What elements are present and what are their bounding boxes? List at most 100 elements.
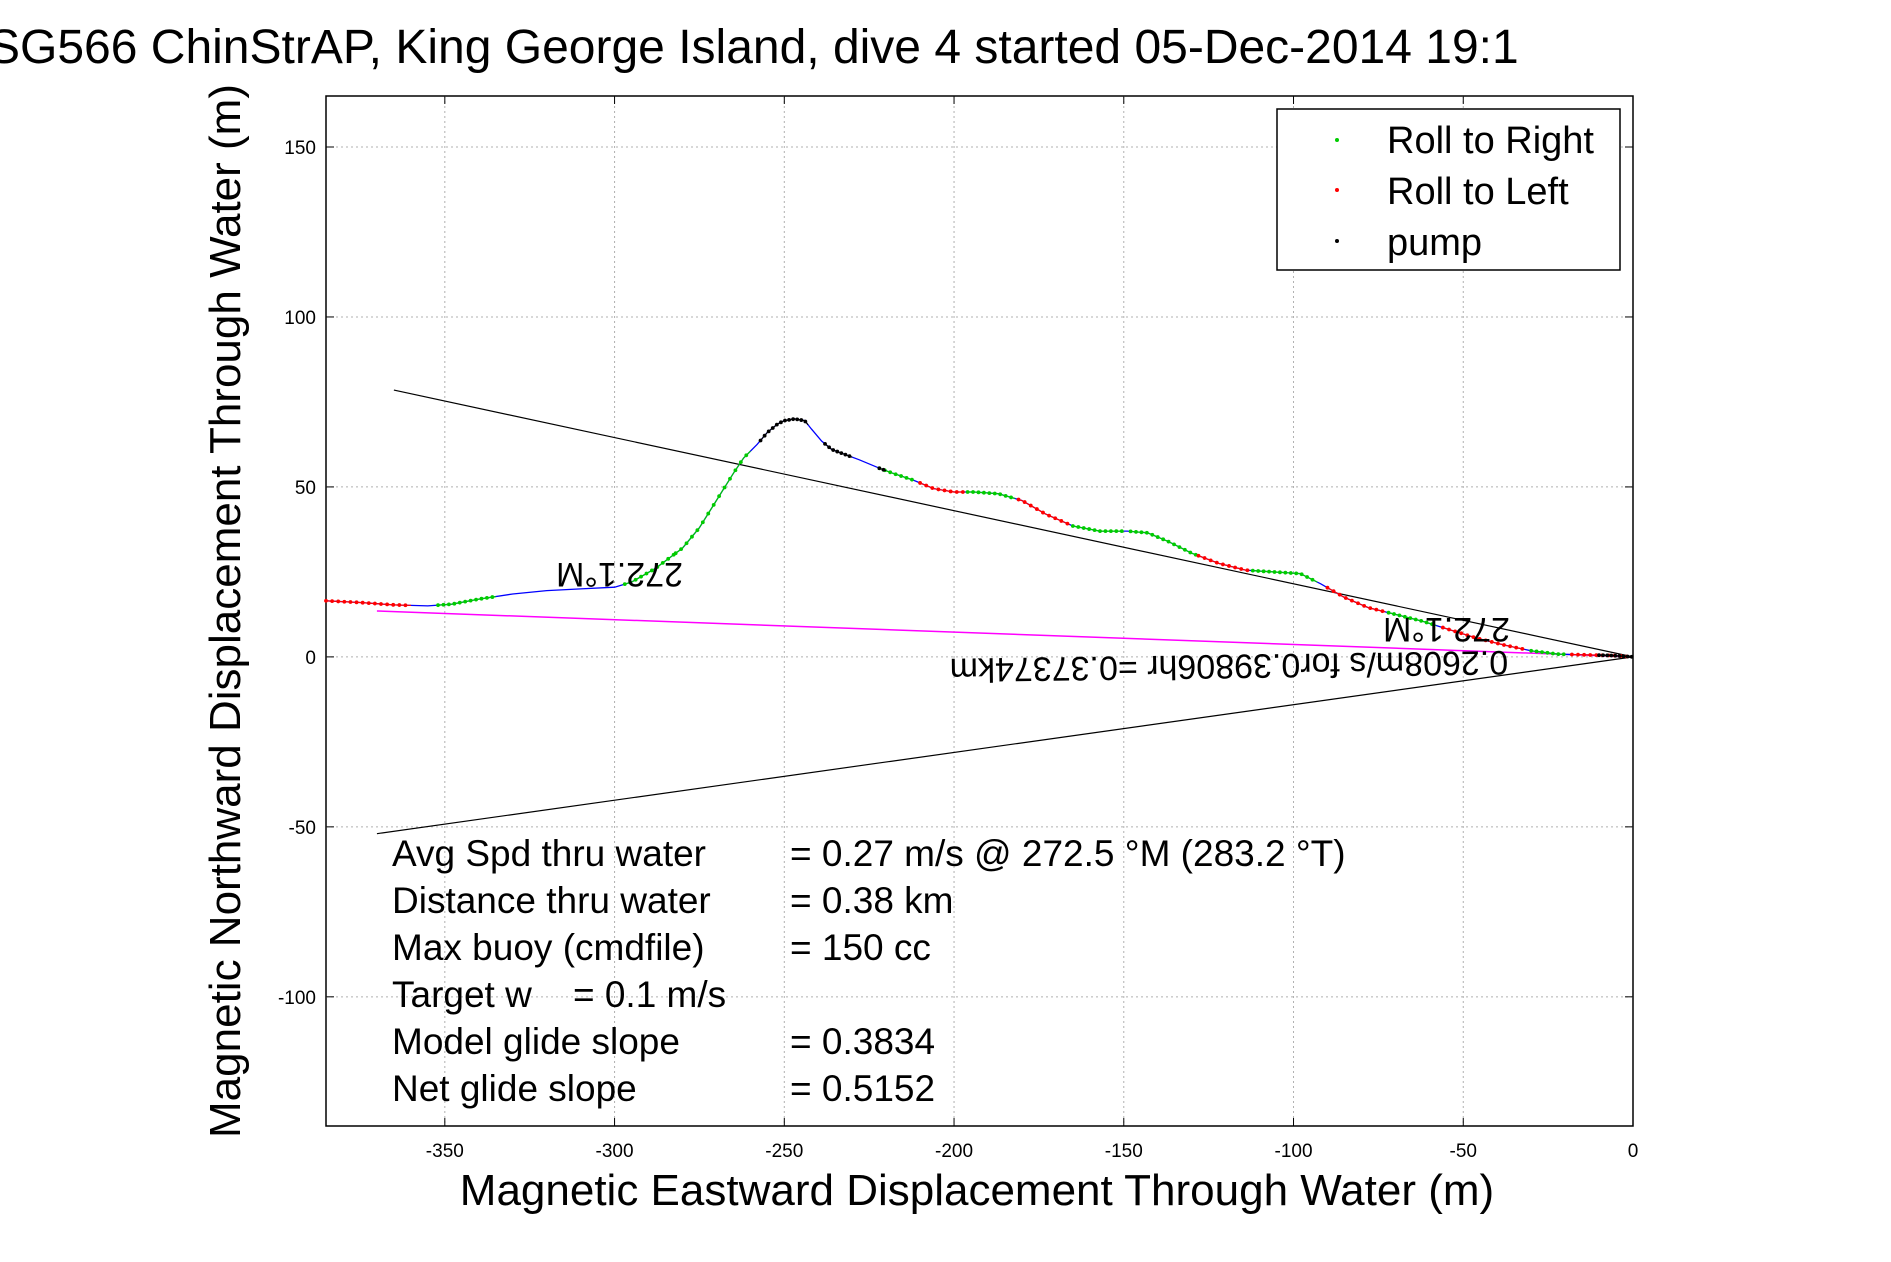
annotation-value-distance: = 0.38 km — [790, 880, 954, 921]
x-tick-label: -300 — [596, 1141, 634, 1162]
x-tick-label: -150 — [1105, 1141, 1143, 1162]
pump-point — [839, 451, 844, 456]
roll-left-point — [918, 481, 922, 485]
roll-left-point — [403, 603, 408, 608]
legend-marker-roll-right — [1335, 138, 1339, 142]
annotation-value-net-glide: = 0.5152 — [790, 1068, 935, 1109]
pump-point — [1625, 654, 1630, 659]
roll-right-point — [622, 582, 627, 587]
pump-point — [791, 417, 796, 422]
roll-left-point — [1471, 635, 1476, 640]
roll-left-point — [1502, 643, 1506, 647]
roll-left-point — [948, 489, 953, 494]
roll-right-point — [457, 600, 462, 605]
legend-marker-roll-left — [1335, 188, 1339, 192]
roll-right-point — [684, 541, 689, 546]
roll-left-point — [366, 601, 371, 606]
roll-right-point — [1386, 610, 1391, 615]
roll-right-point — [728, 476, 732, 481]
roll-left-point — [936, 487, 941, 492]
roll-right-point — [485, 595, 489, 600]
roll-right-point — [904, 475, 909, 480]
roll-left-point — [330, 599, 335, 604]
roll-right-point — [441, 602, 446, 607]
roll-right-point — [1103, 529, 1108, 534]
pump-point — [762, 433, 767, 438]
roll-right-point — [733, 468, 738, 473]
roll-left-point — [1459, 631, 1464, 636]
roll-right-point — [1076, 525, 1081, 529]
roll-left-point — [397, 603, 402, 607]
y-axis-ticks: -100 -50 0 50 100 150 — [278, 138, 1633, 1009]
roll-left-point — [1202, 556, 1207, 560]
roll-right-point — [628, 580, 633, 585]
roll-right-point — [1009, 495, 1013, 500]
roll-right-point — [1098, 529, 1102, 534]
roll-left-point — [336, 599, 341, 604]
roll-right-point — [1256, 569, 1261, 573]
roll-left-point — [1374, 607, 1379, 612]
plot-area: -350 -300 -250 -200 -150 -100 -50 0 -100 -50 0 50 1… — [278, 95, 1638, 1162]
roll-left-point — [372, 601, 377, 606]
roll-right-point — [1261, 569, 1266, 574]
y-tick-label: 100 — [284, 308, 316, 329]
reference-lines — [376, 389, 1634, 835]
roll-left-point — [1576, 652, 1580, 657]
roll-right-point — [1188, 550, 1193, 555]
roll-left-point — [1582, 652, 1587, 657]
marker-series — [324, 417, 1634, 659]
roll-left-point — [1227, 564, 1231, 568]
y-tick-label: -100 — [278, 988, 316, 1009]
pump-point — [758, 438, 763, 443]
roll-right-point — [655, 565, 660, 569]
roll-left-point — [1477, 636, 1482, 641]
x-tick-label: -200 — [935, 1141, 973, 1162]
pump-point — [823, 441, 827, 446]
pump-point — [1617, 654, 1622, 658]
roll-left-point — [1325, 585, 1330, 590]
roll-right-point — [1092, 528, 1097, 532]
roll-right-point — [1070, 524, 1075, 528]
roll-left-point — [1065, 521, 1070, 526]
roll-right-point — [1177, 545, 1182, 549]
pump-point — [835, 449, 840, 454]
annotation-label-avg-speed: Avg Spd thru water — [392, 833, 706, 874]
annotation-value-max-buoy: = 150 cc — [790, 927, 931, 968]
roll-left-point — [960, 490, 965, 494]
roll-right-point — [1413, 617, 1418, 622]
x-tick-label: -50 — [1450, 1141, 1477, 1162]
pump-point — [770, 426, 775, 430]
roll-left-point — [1356, 601, 1360, 606]
roll-right-point — [633, 577, 638, 582]
y-tick-label: 150 — [284, 138, 316, 159]
annotation-label-distance: Distance thru water — [392, 880, 711, 921]
roll-left-point — [1034, 507, 1039, 511]
roll-right-point — [1250, 568, 1255, 573]
roll-left-point — [1343, 596, 1348, 600]
pump-point — [827, 445, 832, 450]
roll-left-point — [1489, 640, 1494, 644]
roll-right-point — [1166, 539, 1171, 544]
roll-left-point — [1453, 629, 1458, 634]
chart-title: SG566 ChinStrAP, King George Island, div… — [0, 21, 1519, 74]
roll-right-point — [639, 574, 643, 579]
roll-right-point — [711, 502, 716, 507]
roll-right-point — [998, 492, 1003, 497]
pump-point — [881, 467, 886, 472]
roll-right-point — [1003, 493, 1008, 498]
roll-right-point — [1108, 529, 1113, 534]
roll-left-point — [1508, 644, 1513, 649]
annotation-value-avg-speed: = 0.27 m/s @ 272.5 °M (283.2 °T) — [790, 833, 1346, 874]
roll-left-point — [1440, 625, 1445, 630]
pump-point — [779, 420, 783, 425]
roll-left-point — [1588, 653, 1593, 657]
roll-left-point — [1520, 646, 1525, 651]
pump-point — [1613, 653, 1618, 658]
y-tick-label: 0 — [305, 648, 316, 669]
roll-left-point — [324, 598, 328, 603]
pump-point — [795, 417, 800, 422]
legend: Roll to Right Roll to Left pump — [1276, 108, 1621, 271]
roll-left-point — [1447, 627, 1451, 632]
annotation-label-net-glide: Net glide slope — [392, 1068, 637, 1109]
pump-point — [803, 419, 808, 424]
